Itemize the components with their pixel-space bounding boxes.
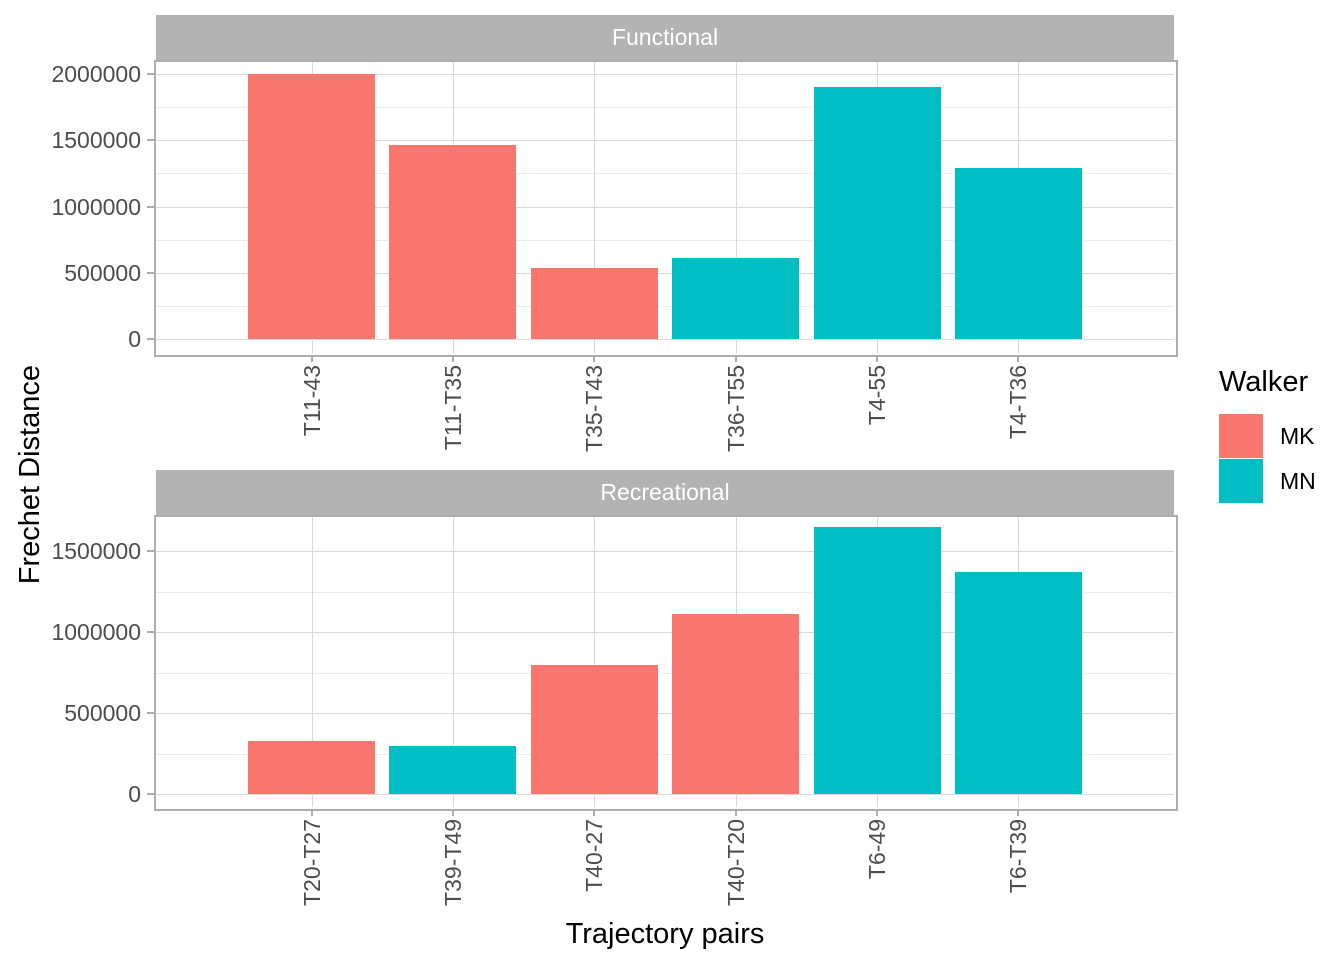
gridline-major-horizontal [156,207,1174,208]
legend-item-MN: MN [1219,459,1316,503]
y-tick-mark [147,73,154,75]
bar-T39-T49 [389,746,516,794]
facet-strip: Functional [156,15,1174,60]
legend-swatch-MK [1219,414,1263,458]
gridline-major-horizontal [156,140,1174,141]
x-tick-mark [593,809,595,816]
gridline-major-horizontal [156,339,1174,340]
x-tick-mark [1017,809,1019,816]
x-tick-label: T20-T27 [299,819,325,906]
x-tick-mark [735,809,737,816]
x-tick-label: T4-55 [864,365,890,426]
x-tick-label: T39-T49 [440,819,466,906]
x-tick-label: T35-T43 [581,365,607,452]
bar-T40-T20 [672,614,799,794]
gridline-major-horizontal [156,632,1174,633]
x-axis-title: Trajectory pairs [565,918,765,950]
y-tick-label: 500000 [64,700,141,726]
gridline-minor-horizontal [156,306,1174,307]
gridline-major-horizontal [156,551,1174,552]
gridline-major-horizontal [156,74,1174,75]
legend-item-MK: MK [1219,414,1316,458]
legend-label: MK [1280,422,1315,449]
y-tick-label: 0 [128,781,141,807]
bar-T11-T35 [389,145,516,339]
x-tick-label: T6-T39 [1005,819,1031,894]
gridline-major-horizontal [156,713,1174,714]
x-tick-mark [452,355,454,362]
legend-swatch-MN [1219,459,1263,503]
gridline-minor-horizontal [156,754,1174,755]
gridline-minor-horizontal [156,173,1174,174]
x-tick-label: T40-27 [581,819,607,892]
gridline-major-vertical [312,515,313,807]
panel-border [154,515,1178,811]
gridline-major-vertical [594,515,595,807]
facet-strip: Recreational [156,470,1174,515]
bar-T11-43 [248,74,375,339]
y-tick-label: 500000 [64,260,141,286]
bar-T4-T36 [955,168,1082,339]
bar-T6-49 [814,527,941,794]
facet-title: Functional [611,24,719,50]
gridline-minor-horizontal [156,240,1174,241]
x-tick-label: T4-T36 [1005,365,1031,440]
x-tick-label: T36-T55 [723,365,749,452]
x-tick-mark [593,355,595,362]
gridline-major-horizontal [156,794,1174,795]
panel-border [154,60,1178,357]
x-tick-mark [311,809,313,816]
gridline-major-horizontal [156,273,1174,274]
bar-T6-T39 [955,572,1082,794]
y-tick-label: 0 [128,326,141,352]
gridline-minor-horizontal [156,107,1174,108]
gridline-major-vertical [736,60,737,353]
x-tick-mark [452,809,454,816]
bar-T20-T27 [248,741,375,794]
gridline-major-vertical [453,515,454,807]
y-tick-label: 1000000 [51,619,141,645]
y-tick-mark [147,139,154,141]
x-tick-label: T6-49 [864,819,890,880]
legend: Walker MK MN [1219,366,1316,504]
bar-T35-T43 [531,268,658,339]
gridline-major-vertical [594,60,595,353]
y-tick-mark [147,206,154,208]
y-tick-label: 2000000 [51,61,141,87]
bar-T40-27 [531,665,658,794]
y-tick-label: 1500000 [51,127,141,153]
y-tick-mark [147,712,154,714]
x-tick-label: T11-T35 [440,365,466,451]
x-tick-label: T40-T20 [723,819,749,906]
y-tick-mark [147,550,154,552]
y-tick-label: 1000000 [51,194,141,220]
bar-T4-55 [814,87,941,339]
y-tick-mark [147,793,154,795]
bar-T36-T55 [672,258,799,339]
legend-label: MN [1280,467,1316,494]
x-tick-mark [876,809,878,816]
x-tick-label: T11-43 [299,365,325,437]
y-tick-mark [147,338,154,340]
legend-title: Walker [1219,366,1309,398]
gridline-minor-horizontal [156,673,1174,674]
y-tick-mark [147,272,154,274]
x-tick-mark [311,355,313,362]
x-tick-mark [1017,355,1019,362]
x-tick-mark [876,355,878,362]
gridline-minor-horizontal [156,592,1174,593]
facet-title: Recreational [600,479,730,505]
y-tick-mark [147,631,154,633]
x-tick-mark [735,355,737,362]
y-axis-title-box: Frechet Distance [12,40,48,910]
y-tick-label: 1500000 [51,538,141,564]
legend-items: MK MN [1219,414,1316,503]
